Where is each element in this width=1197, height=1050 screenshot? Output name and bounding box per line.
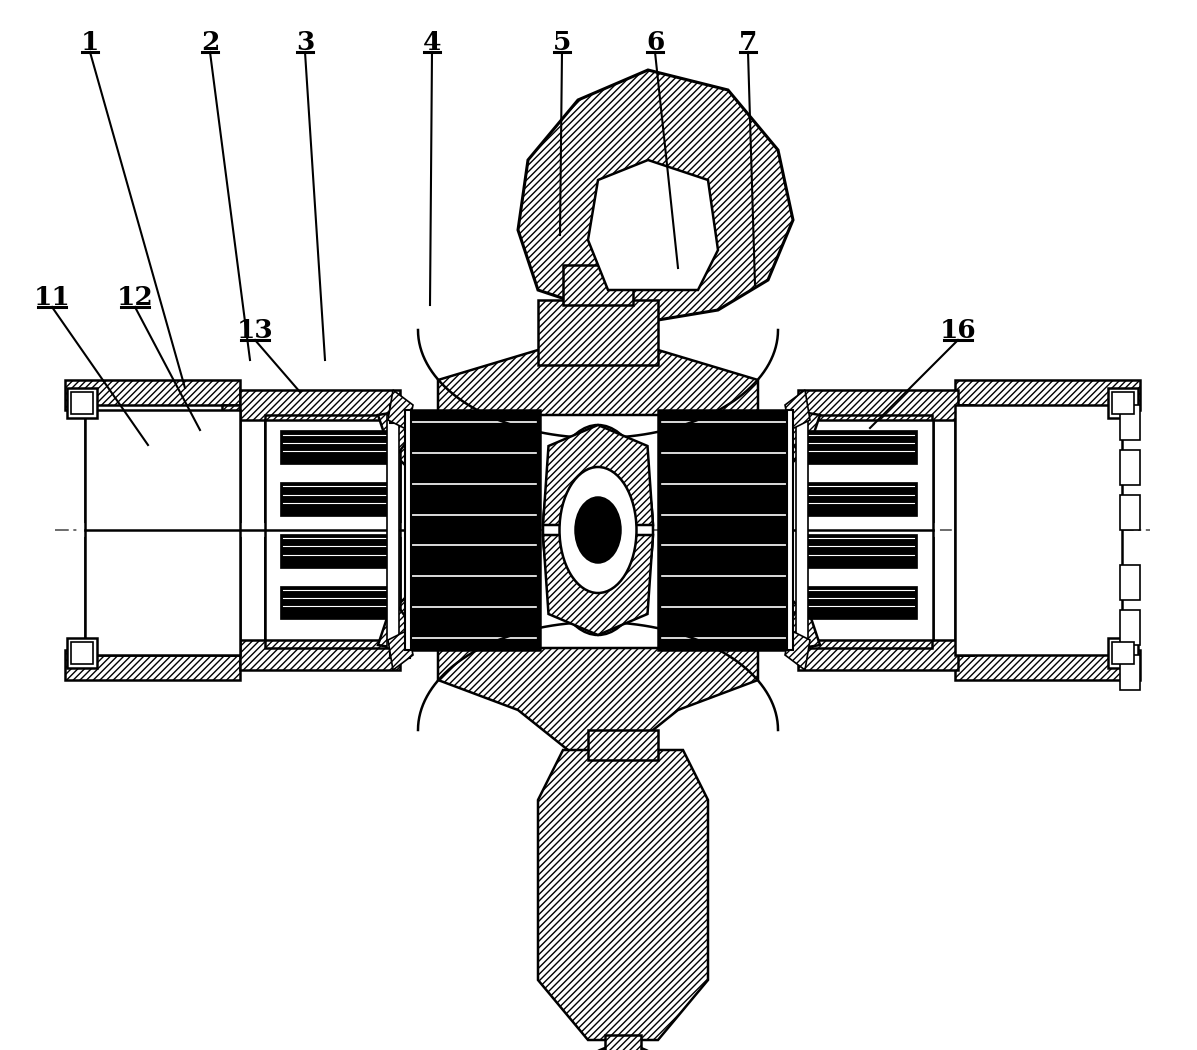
Bar	[658, 410, 790, 650]
Bar	[800, 482, 917, 516]
Text: 4: 4	[423, 30, 442, 55]
Bar	[390, 640, 411, 658]
Bar	[800, 430, 917, 464]
Bar	[71, 392, 93, 414]
Ellipse shape	[569, 1045, 678, 1050]
Bar	[955, 405, 973, 655]
Bar	[1112, 642, 1134, 664]
Bar	[798, 623, 800, 648]
Bar	[408, 410, 540, 650]
Bar	[1120, 610, 1140, 645]
Bar	[395, 623, 400, 648]
Bar	[588, 730, 658, 760]
Bar	[798, 415, 800, 440]
Polygon shape	[537, 750, 707, 1040]
Polygon shape	[790, 410, 820, 460]
Bar	[604, 1035, 642, 1050]
Polygon shape	[800, 415, 932, 648]
Bar	[71, 642, 93, 664]
Bar	[280, 533, 395, 568]
Polygon shape	[518, 70, 792, 320]
Bar	[221, 405, 241, 655]
Bar	[1120, 565, 1140, 600]
Text: 6: 6	[646, 30, 664, 55]
Bar	[280, 482, 395, 516]
Bar	[1108, 388, 1138, 418]
Polygon shape	[543, 536, 654, 635]
Bar	[800, 586, 917, 620]
Polygon shape	[388, 390, 413, 430]
Polygon shape	[798, 390, 958, 670]
Bar	[563, 265, 633, 304]
Bar	[796, 415, 808, 648]
Bar	[387, 415, 399, 648]
Bar	[955, 405, 1122, 655]
Bar	[798, 420, 932, 640]
Ellipse shape	[543, 425, 654, 635]
Polygon shape	[785, 390, 810, 430]
Text: 1: 1	[81, 30, 99, 55]
Bar	[67, 638, 97, 668]
Bar	[1120, 405, 1140, 440]
Ellipse shape	[576, 498, 620, 563]
Bar	[800, 533, 917, 568]
Bar	[280, 430, 395, 464]
Bar	[405, 410, 411, 650]
Text: 16: 16	[940, 318, 977, 343]
Polygon shape	[785, 630, 810, 670]
Polygon shape	[395, 593, 800, 770]
Polygon shape	[388, 630, 413, 670]
Ellipse shape	[559, 467, 637, 593]
Polygon shape	[588, 160, 718, 290]
Bar	[85, 410, 241, 655]
Bar	[537, 300, 658, 365]
Text: 11: 11	[34, 285, 71, 310]
Bar	[280, 586, 395, 620]
Polygon shape	[378, 600, 408, 650]
Text: 12: 12	[116, 285, 153, 310]
Bar	[1120, 450, 1140, 485]
Text: 2: 2	[201, 30, 219, 55]
Polygon shape	[955, 380, 1140, 680]
Polygon shape	[265, 415, 395, 648]
Polygon shape	[395, 330, 800, 470]
Bar	[265, 420, 400, 640]
Text: 3: 3	[296, 30, 314, 55]
Bar	[1120, 655, 1140, 690]
Bar	[1112, 392, 1134, 414]
Bar	[395, 415, 400, 440]
Text: 13: 13	[237, 318, 273, 343]
Bar	[1120, 495, 1140, 530]
Polygon shape	[65, 380, 241, 680]
Bar	[67, 388, 97, 418]
Bar	[786, 410, 792, 650]
Bar	[1108, 638, 1138, 668]
Polygon shape	[241, 390, 400, 670]
Polygon shape	[790, 600, 820, 650]
Polygon shape	[543, 425, 654, 525]
Bar	[390, 405, 411, 423]
Polygon shape	[378, 410, 408, 460]
Text: 7: 7	[739, 30, 758, 55]
Text: 5: 5	[553, 30, 571, 55]
